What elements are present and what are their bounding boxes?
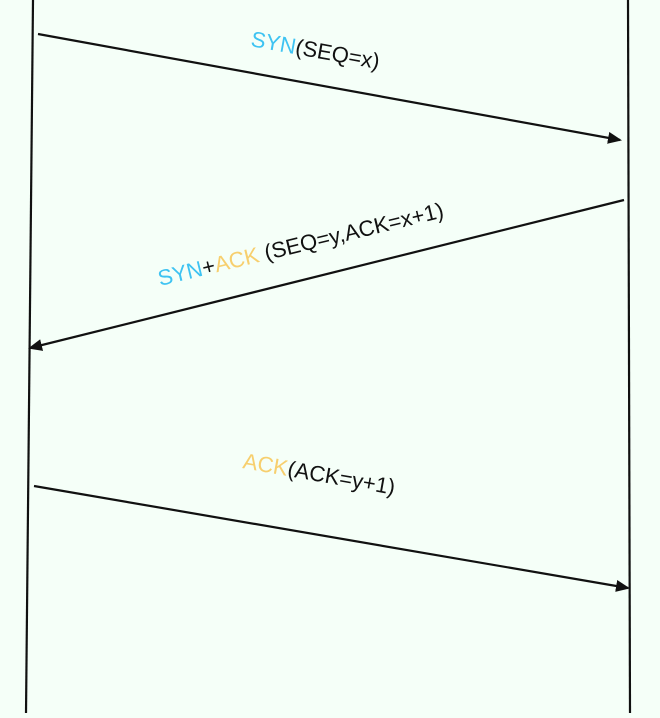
syn-ack-label-part: SYN [155,256,205,291]
syn-ack-label-part: + [199,253,217,280]
ack-label: ACK(ACK=y+1) [241,448,397,499]
ack-label-part: ACK [241,448,290,481]
ack-arrow [33,484,630,592]
syn-label: SYN(SEQ=x) [249,26,382,74]
ack-label-part: (ACK=y+1) [286,456,398,500]
syn-ack-label-part: (SEQ=y,ACK=x+1) [256,198,446,267]
syn-label-part: SYN [249,26,298,59]
syn-ack-arrow [28,198,625,351]
syn-arrow [37,32,622,144]
syn-label-part: (SEQ=x) [294,34,382,74]
client-lifeline [24,0,35,714]
server-lifeline [626,0,632,714]
syn-ack-label: SYN+ACK (SEQ=y,ACK=x+1) [155,198,446,291]
syn-ack-label-part: ACK [212,242,262,277]
